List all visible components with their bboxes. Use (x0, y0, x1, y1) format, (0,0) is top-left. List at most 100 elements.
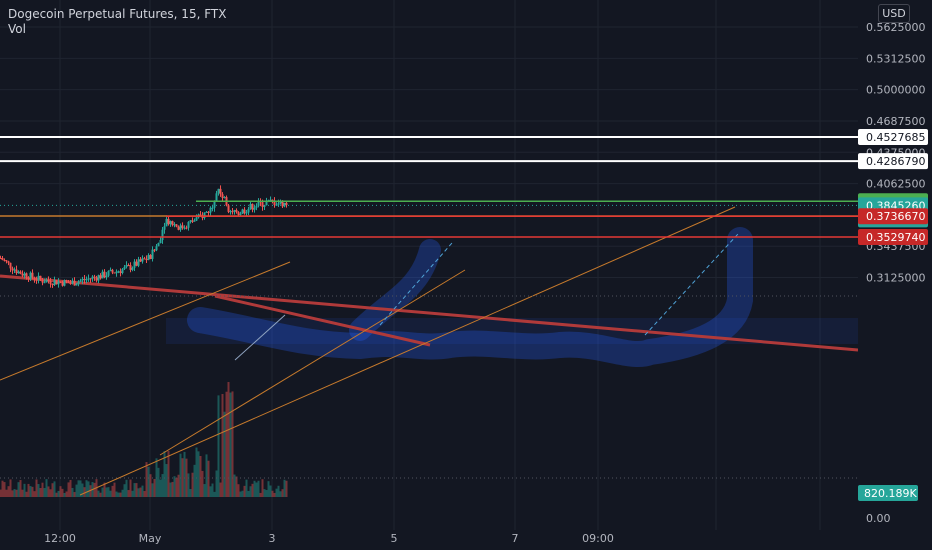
candle-body (167, 218, 170, 225)
candle-body (181, 225, 184, 228)
candle-body (257, 201, 260, 206)
volume-bar (217, 395, 220, 497)
candle-body (57, 281, 60, 285)
volume-bar (79, 480, 82, 497)
candle-body (151, 249, 154, 259)
volume-bar (161, 474, 164, 497)
candle-body (237, 212, 240, 215)
volume-bar (283, 479, 286, 497)
volume-bar (55, 492, 58, 497)
volume-bar (179, 453, 182, 497)
candle-body (279, 200, 282, 204)
candle-body (27, 277, 30, 280)
candle-body (149, 255, 152, 259)
volume-bar (97, 490, 100, 497)
volume-bar (0, 489, 2, 497)
candle-body (199, 214, 202, 216)
volume-bar (17, 482, 20, 497)
volume-label[interactable]: Vol (8, 22, 26, 36)
volume-bar (273, 492, 276, 497)
candle-body (65, 280, 68, 282)
candle-body (179, 225, 182, 230)
candle-body (51, 284, 54, 286)
volume-bar (143, 491, 146, 497)
resistance-trendline (0, 274, 858, 352)
price-tags: 0.45276850.42867900.38859100.384526009:4… (858, 128, 928, 501)
candle-body (23, 273, 26, 276)
volume-bar (83, 487, 86, 497)
currency-button[interactable]: USD (878, 4, 910, 23)
candle-body (15, 269, 18, 274)
candle-body (239, 213, 242, 215)
candle-body (35, 279, 38, 281)
volume-bar (145, 462, 148, 497)
volume-bar (103, 482, 106, 497)
candle-body (263, 205, 266, 207)
candle-body (205, 211, 208, 213)
volume-bar (235, 476, 238, 497)
candle-body (155, 246, 158, 251)
volume-tag-label: 820.189K (864, 487, 917, 500)
candle-body (137, 259, 140, 266)
candle-body (109, 269, 112, 271)
volume-bar (171, 481, 174, 497)
volume-bar (195, 447, 198, 497)
candle-body (85, 279, 88, 281)
volume-bar (27, 483, 30, 497)
candle-body (125, 265, 128, 267)
price-tag (858, 128, 928, 145)
volume-bar (255, 482, 258, 497)
volume-bar (119, 492, 122, 497)
volume-bar (213, 491, 216, 497)
volume-bar (107, 487, 110, 497)
candle-body (163, 226, 166, 230)
candle-body (77, 281, 80, 285)
candle-body (177, 226, 180, 230)
candle-body (231, 211, 234, 213)
volume-bar (227, 382, 230, 497)
volume-bar (105, 487, 108, 497)
candle-body (243, 209, 246, 214)
volume-bar (137, 488, 140, 497)
candle-body (285, 202, 288, 206)
candle-body (11, 268, 14, 271)
candle-body (283, 202, 286, 207)
candle-body (127, 265, 130, 267)
candle-body (29, 272, 32, 280)
candle-body (73, 280, 76, 286)
volume-bar (51, 483, 54, 497)
candle-body (213, 201, 216, 208)
candle-body (59, 281, 62, 283)
x-tick-label: May (139, 532, 162, 545)
candle-body (187, 221, 190, 228)
candle-body (81, 278, 84, 281)
candlestick-series (0, 185, 288, 288)
candle-body (53, 280, 56, 286)
candle-body (55, 280, 58, 285)
symbol-title[interactable]: Dogecoin Perpetual Futures, 15, FTX (8, 7, 227, 21)
volume-bar (197, 451, 200, 497)
volume-bar (23, 483, 26, 497)
volume-bar (59, 486, 62, 497)
volume-bar (181, 458, 184, 497)
price-tag (858, 208, 928, 225)
candle-body (25, 273, 28, 278)
volume-bar (61, 488, 64, 497)
x-tick-label: 7 (512, 532, 519, 545)
candle-body (175, 224, 178, 227)
candle-body (159, 240, 162, 244)
volume-bar (121, 489, 124, 497)
candle-body (221, 194, 224, 198)
volume-bar (209, 486, 212, 497)
volume-bar (223, 411, 226, 497)
candle-body (131, 267, 134, 270)
volume-bar (39, 487, 42, 497)
candle-body (277, 203, 280, 205)
volume-bar (271, 490, 274, 497)
candle-body (165, 218, 168, 227)
volume-bar (253, 480, 256, 497)
price-axis[interactable]: 0.56250000.53125000.50000000.46875000.43… (866, 21, 926, 525)
volume-bar (231, 391, 234, 497)
time-axis[interactable]: 12:00 May 3 5 7 09:00 (44, 532, 614, 545)
